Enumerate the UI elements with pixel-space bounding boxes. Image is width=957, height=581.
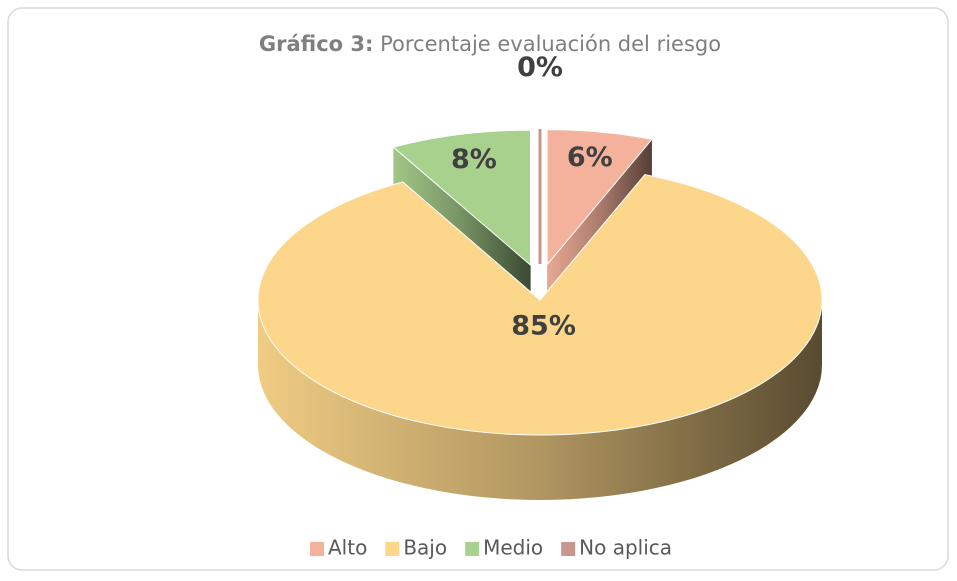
legend-swatch bbox=[465, 542, 480, 556]
slice bbox=[257, 174, 823, 436]
data-label: 6% bbox=[567, 142, 613, 173]
legend-label: Bajo bbox=[403, 536, 447, 560]
slice-side-shade bbox=[258, 300, 822, 500]
data-label: 0% bbox=[517, 52, 563, 83]
data-label: 8% bbox=[451, 144, 497, 175]
legend-swatch bbox=[310, 542, 324, 556]
title-text: Porcentaje evaluación del riesgo bbox=[380, 32, 721, 56]
legend-swatch bbox=[385, 542, 400, 556]
legend-label: No aplica bbox=[579, 536, 672, 560]
slice bbox=[546, 129, 653, 267]
chart-title: Gráfico 3: Porcentaje evaluación del rie… bbox=[259, 32, 721, 56]
title-label: Gráfico 3: bbox=[259, 32, 374, 56]
data-label: 85% bbox=[511, 310, 576, 341]
legend-label: Medio bbox=[483, 536, 543, 560]
legend-label: Alto bbox=[328, 536, 367, 560]
legend-swatch bbox=[561, 542, 576, 556]
slice bbox=[392, 129, 532, 267]
